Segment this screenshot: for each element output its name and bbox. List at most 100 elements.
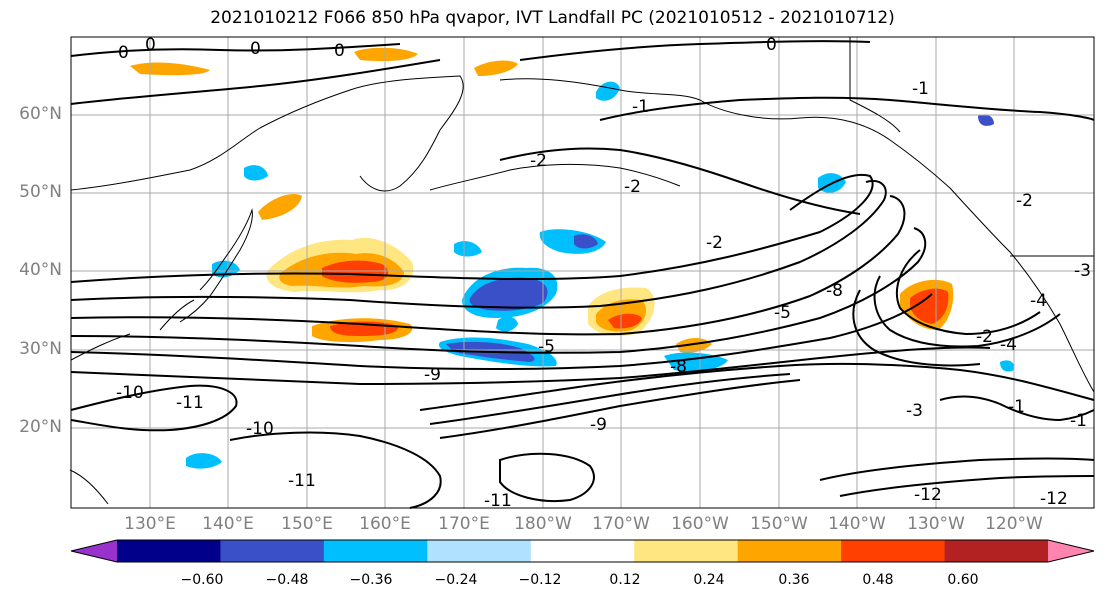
- contour-line: [419, 362, 1095, 411]
- dry-anomaly-region: [1000, 360, 1015, 372]
- asia-coastline: [69, 469, 109, 505]
- contour-line: [70, 293, 933, 370]
- moist-anomaly-region: [910, 288, 949, 324]
- colorbar-cell: [737, 540, 842, 562]
- contour-line: [895, 249, 1041, 336]
- contour-line: [70, 384, 238, 432]
- colorbar-tick-label: 0.24: [693, 572, 725, 588]
- contour-label: -2: [976, 327, 993, 347]
- colorbar-cell: [220, 540, 325, 562]
- longitude-label: 170°W: [592, 514, 650, 534]
- contour-line: [70, 173, 874, 283]
- moist-anomaly-region: [608, 313, 642, 329]
- contour-line: [599, 96, 1095, 121]
- colorbar-tick-label: 0.12: [609, 572, 641, 588]
- contour-label: 0: [766, 35, 777, 55]
- contour-label: -2: [1016, 191, 1033, 211]
- longitude-label: 150°W: [750, 514, 808, 534]
- contour-label: -1: [632, 97, 649, 117]
- contour-line: [499, 147, 861, 215]
- longitude-label: 140°E: [202, 514, 254, 534]
- coastlines: [69, 37, 1095, 505]
- contour-label: -1: [1070, 411, 1087, 431]
- contour-label: -11: [484, 491, 512, 511]
- longitude-label: 160°W: [671, 514, 729, 534]
- contour-label-layer: 0 0 0 0 0 -1 -1 -2 -2 -2 -5 -5 -8 -8 -9 …: [116, 35, 1091, 511]
- border-line: [849, 37, 901, 133]
- contour-label: -1: [1008, 397, 1025, 417]
- longitude-label: 150°E: [281, 514, 333, 534]
- latitude-label: 20°N: [19, 417, 62, 437]
- contour-label: -2: [706, 233, 723, 253]
- contour-line: [519, 40, 871, 61]
- longitude-label: 170°E: [438, 514, 490, 534]
- latitude-label: 30°N: [19, 339, 62, 359]
- colorbar-cell: [117, 540, 221, 562]
- colorbar-cells: [117, 540, 1049, 562]
- contour-line: [439, 379, 801, 439]
- contour-label: -8: [826, 281, 843, 301]
- dry-anomaly-region: [469, 277, 548, 311]
- contour-line: [852, 289, 981, 367]
- asia-coastline: [70, 75, 464, 192]
- contour-line: [819, 457, 1095, 481]
- contour-label: -9: [590, 415, 607, 435]
- contour-line: [873, 275, 1061, 348]
- longitude-label: 130°E: [124, 514, 176, 534]
- japan-coastline: [179, 208, 253, 323]
- contour-line: [839, 475, 1095, 497]
- contour-label: -9: [424, 365, 441, 385]
- colorbar-tick-label: −0.48: [265, 572, 309, 588]
- latitude-label: 50°N: [19, 182, 62, 202]
- latitude-label: 40°N: [19, 260, 62, 280]
- contour-line: [70, 59, 441, 105]
- contour-label: -12: [914, 485, 942, 505]
- colorbar-cell: [530, 540, 635, 562]
- contour-line: [429, 373, 791, 425]
- contour-label: -3: [906, 401, 923, 421]
- map-area: 0 0 0 0 0 -1 -1 -2 -2 -2 -5 -5 -8 -8 -9 …: [69, 35, 1095, 511]
- aleutian-coastline: [429, 163, 681, 191]
- colorbar-tick-label: −0.60: [180, 572, 224, 588]
- longitude-label: 140°W: [828, 514, 886, 534]
- colorbar-tick-label: −0.36: [349, 572, 393, 588]
- north-america-coastline: [499, 78, 1095, 393]
- contour-label: -10: [116, 383, 144, 403]
- colorbar-cell: [634, 540, 739, 562]
- dry-anomaly-region: [978, 114, 994, 126]
- moist-anomaly-region: [322, 260, 389, 283]
- colorbar-extend-right: [1048, 540, 1094, 562]
- contour-line: [70, 180, 887, 309]
- contour-label: -5: [774, 303, 791, 323]
- contour-label: -10: [246, 419, 274, 439]
- contour-label: 0: [250, 39, 261, 59]
- dry-anomaly-region: [574, 234, 598, 249]
- moist-anomaly-region: [676, 338, 712, 353]
- contour-label: 0: [334, 41, 345, 61]
- contour-label: -11: [288, 471, 316, 491]
- moist-anomaly-region: [354, 47, 418, 62]
- contour-label: -1: [912, 79, 929, 99]
- longitude-label: 120°W: [985, 514, 1043, 534]
- contour-label: -5: [538, 337, 555, 357]
- ivt-contours: [70, 40, 1095, 509]
- dry-anomaly-region: [496, 316, 518, 332]
- latitude-label: 60°N: [19, 104, 62, 124]
- dry-anomaly-region: [244, 165, 268, 181]
- moist-anomaly-region: [474, 60, 518, 76]
- longitude-label: 180°W: [514, 514, 572, 534]
- contour-label: -12: [1040, 489, 1068, 509]
- colorbar-tick-label: 0.48: [862, 572, 894, 588]
- colorbar-cell: [427, 540, 532, 562]
- colorbar-tick-label: −0.12: [518, 572, 562, 588]
- contour-label: -2: [624, 177, 641, 197]
- contour-label: 0: [118, 43, 129, 63]
- contour-line: [939, 395, 1095, 422]
- contour-line: [70, 43, 401, 57]
- colorbar-tick-label: 0.36: [778, 572, 810, 588]
- colorbar-extend-left: [71, 540, 117, 562]
- map-frame: [70, 36, 1095, 509]
- longitude-label: 130°W: [907, 514, 965, 534]
- colorbar-cell: [323, 540, 428, 562]
